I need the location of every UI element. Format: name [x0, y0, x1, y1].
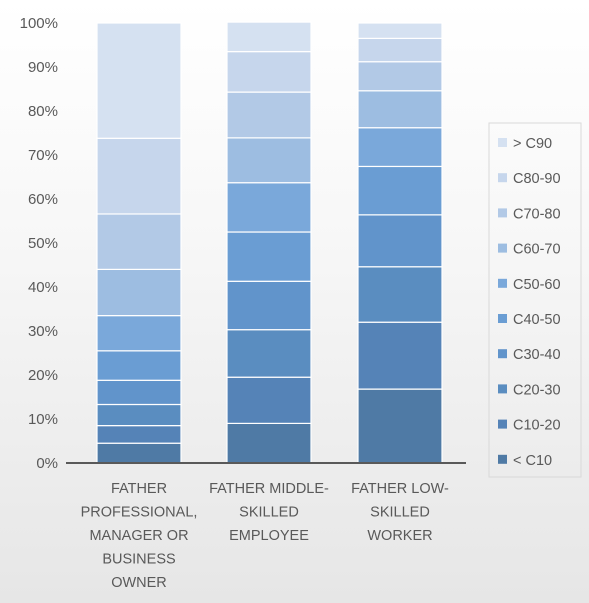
legend-label: < C10: [513, 453, 552, 469]
y-axis-ticks: 0% 10% 20% 30% 40% 50% 60% 70% 80% 90% 100%: [20, 15, 58, 472]
bar-segment: [357, 127, 443, 168]
bar-segment: [226, 280, 312, 331]
category-label: FATHER PROFESSIONAL, MANAGER OR BUSINESS OWN…: [81, 481, 198, 591]
bar-segment: [96, 442, 182, 464]
bar-segment: [357, 165, 443, 216]
bar-segment: [357, 321, 443, 390]
y-tick-label: 10%: [28, 411, 58, 428]
bar-segment: [357, 266, 443, 323]
y-tick-label: 30%: [28, 323, 58, 340]
y-tick-label: 100%: [20, 15, 58, 32]
category-labels: FATHER PROFESSIONAL, MANAGER OR BUSINESS OWN…: [81, 481, 449, 591]
bar-segment: [226, 21, 312, 53]
y-tick-label: 50%: [28, 235, 58, 252]
legend-label: C20-30: [513, 382, 561, 398]
bar-segment: [357, 214, 443, 268]
legend-label: C40-50: [513, 312, 561, 328]
legend-swatch: [498, 278, 507, 288]
bar-segment: [96, 403, 182, 427]
bar-segment: [226, 91, 312, 139]
legend-item: C60-70: [498, 242, 561, 258]
y-tick-label: 80%: [28, 103, 58, 120]
y-tick-label: 40%: [28, 279, 58, 296]
legend-label: C30-40: [513, 347, 561, 363]
bar-segment: [96, 379, 182, 406]
bar-segment: [96, 213, 182, 271]
y-tick-label: 60%: [28, 191, 58, 208]
bar-segment: [226, 329, 312, 378]
legend-swatch: [498, 384, 507, 394]
legend-label: C70-80: [513, 206, 561, 222]
legend-item: > C90: [498, 136, 552, 152]
legend-item: C50-60: [498, 277, 561, 293]
legend-swatch: [498, 208, 507, 218]
bar-segment: [357, 22, 443, 39]
bar-segment: [226, 422, 312, 464]
bar-segment: [226, 137, 312, 184]
legend-label: > C90: [513, 136, 552, 152]
bar-segment: [357, 61, 443, 92]
bar-segment: [96, 22, 182, 139]
bar-segment: [226, 50, 312, 93]
y-tick-label: 70%: [28, 147, 58, 164]
bar-stack: [357, 22, 443, 464]
bars: [96, 21, 443, 464]
bar-segment: [226, 376, 312, 425]
bar-segment: [96, 350, 182, 381]
legend-item: C10-20: [498, 418, 561, 434]
legend-swatch: [498, 349, 507, 359]
legend-item: < C10: [498, 453, 552, 469]
legend-swatch: [498, 138, 507, 147]
bar-segment: [96, 425, 182, 444]
legend-item: C80-90: [498, 171, 561, 187]
legend-swatch: [498, 243, 507, 253]
bar-segment: [96, 137, 182, 215]
legend-swatch: [498, 173, 507, 183]
category-label: FATHER MIDDLE-SKILLED EMPLOYEE: [209, 481, 329, 544]
legend-label: C50-60: [513, 277, 561, 293]
legend-item: C20-30: [498, 382, 561, 398]
bar-segment: [357, 90, 443, 129]
bar-segment: [226, 182, 312, 233]
legend-box: [488, 122, 582, 478]
legend-item: C40-50: [498, 312, 561, 328]
legend-label: C60-70: [513, 242, 561, 258]
legend-swatch: [498, 419, 507, 429]
bar-segment: [96, 268, 182, 317]
legend-label: C80-90: [513, 171, 561, 187]
legend-item: C30-40: [498, 347, 561, 363]
legend-label: C10-20: [513, 418, 561, 434]
bar-segment: [96, 315, 182, 352]
bar-segment: [226, 231, 312, 282]
y-tick-label: 90%: [28, 59, 58, 76]
legend-item: C70-80: [498, 206, 561, 222]
bar-stack: [226, 21, 312, 464]
legend: > C90 C80-90 C70-80 C60-70 C50-60 C40-50 C30-4…: [498, 136, 561, 469]
bar-segment: [357, 37, 443, 63]
bar-segment: [357, 388, 443, 464]
y-tick-label: 20%: [28, 367, 58, 384]
y-tick-label: 0%: [36, 455, 58, 472]
legend-swatch: [498, 454, 507, 464]
bar-stack: [96, 22, 182, 464]
category-label: FATHER LOW-SKILLED WORKER: [351, 481, 449, 544]
legend-swatch: [498, 314, 507, 323]
